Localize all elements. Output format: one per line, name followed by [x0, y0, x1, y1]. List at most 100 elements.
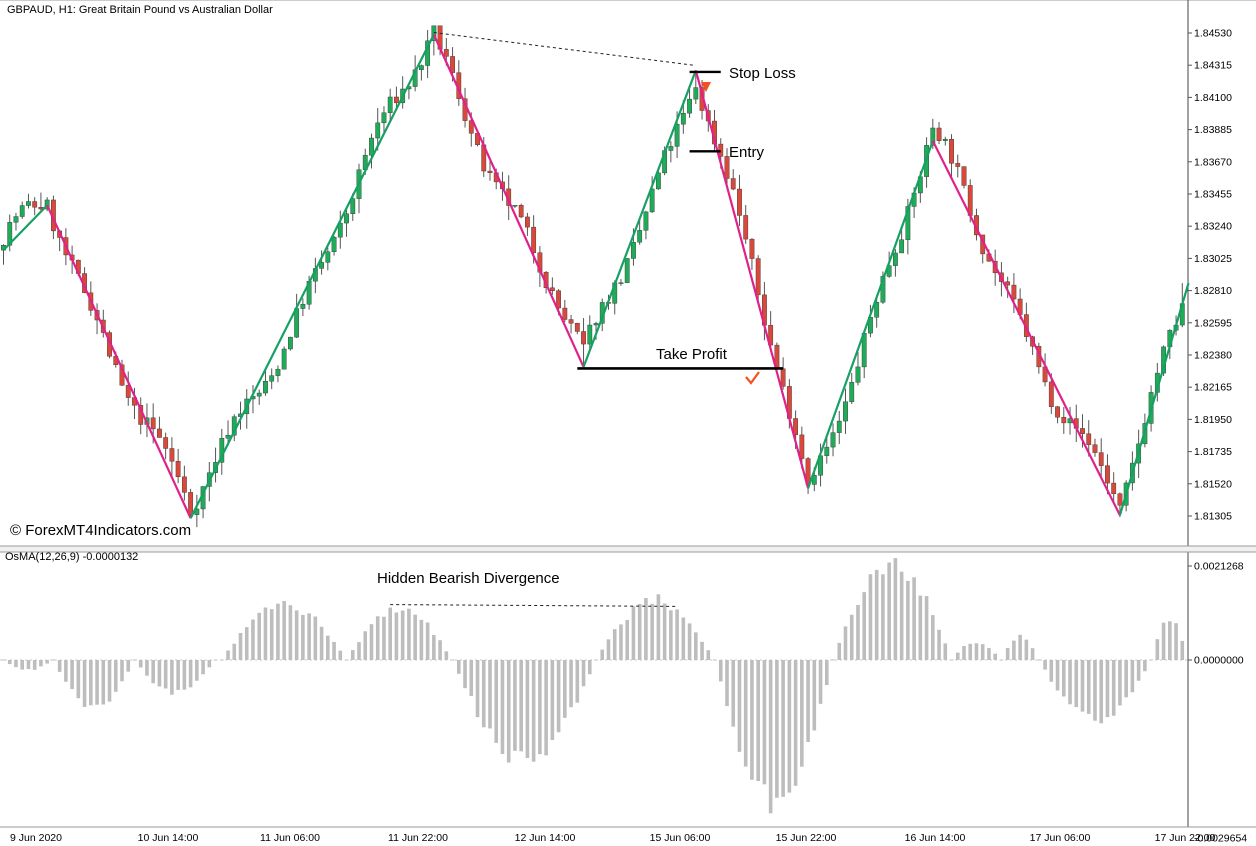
osma-bar [768, 660, 773, 814]
candle [13, 216, 19, 223]
osma-bar [457, 660, 461, 674]
candle [157, 428, 162, 438]
osma-bar [107, 660, 112, 702]
trade-levels[interactable] [577, 70, 784, 385]
osma-bar [637, 603, 642, 660]
candle [188, 492, 194, 515]
price-tick-label: 1.83025 [1194, 253, 1232, 265]
candle [637, 230, 643, 243]
osma-bar [656, 594, 661, 660]
price-tick-label: 1.81520 [1194, 478, 1232, 490]
osma-bar [151, 660, 155, 684]
osma-bar [931, 615, 935, 660]
osma-bar [899, 571, 904, 660]
price-tick-label: 1.82595 [1194, 317, 1232, 329]
osma-bar [313, 616, 318, 660]
osma-bar [1030, 648, 1035, 660]
osma-bar [195, 660, 199, 681]
candle [799, 434, 805, 459]
candle [1086, 433, 1092, 445]
osma-bar [862, 592, 867, 660]
candle [387, 96, 393, 113]
osma-tick-label: 0.0021268 [1194, 561, 1244, 573]
osma-bar [70, 660, 74, 690]
osma-bar [257, 612, 262, 660]
price-tick-label: 1.83885 [1194, 124, 1232, 136]
osma-bar [39, 660, 43, 667]
osma-bar [1012, 640, 1016, 660]
osma-bar [26, 660, 31, 670]
candle [125, 385, 131, 398]
candle [269, 375, 275, 382]
candle [687, 98, 692, 114]
candle [830, 432, 836, 448]
candle [949, 138, 954, 164]
osma-bar [425, 622, 430, 660]
osma-bar [113, 660, 118, 692]
osma-bar [444, 651, 449, 660]
osma-bar [756, 660, 760, 782]
osma-bar [89, 660, 93, 706]
osma-bar [57, 660, 62, 672]
candle [1061, 417, 1067, 424]
osma-bar [1061, 660, 1066, 697]
candle [674, 124, 680, 147]
candle [737, 188, 742, 216]
candle [331, 236, 337, 252]
candle [418, 65, 424, 70]
price-tick-label: 1.81950 [1194, 414, 1232, 426]
candle [1080, 428, 1085, 434]
osma-bar [432, 634, 436, 660]
osma-bar [481, 660, 486, 728]
osma-bar [569, 660, 573, 708]
stop-loss-label: Stop Loss [729, 65, 796, 82]
osma-bar [1111, 660, 1116, 716]
osma-bar [675, 609, 679, 660]
osma-histogram[interactable] [0, 558, 1188, 814]
price-axis: 1.84530 1.84315 1.84100 1.83885 1.83670 1.834… [1188, 28, 1247, 845]
osma-bar [1074, 660, 1079, 708]
osma-bar [226, 650, 230, 660]
osma-bar [893, 558, 898, 660]
osma-bar [276, 603, 280, 660]
price-tick-label: 1.84315 [1194, 60, 1232, 72]
osma-bar [494, 660, 499, 743]
osma-bar [488, 660, 492, 729]
osma-bar [513, 660, 517, 751]
price-tick-label: 1.83455 [1194, 188, 1232, 200]
price-tick-label: 1.82810 [1194, 285, 1232, 297]
osma-bar [282, 600, 286, 660]
osma-bar [669, 610, 673, 660]
osma-bar [962, 646, 966, 660]
osma-bar [469, 660, 474, 696]
candle [300, 304, 306, 309]
osma-bar [269, 609, 274, 660]
candle [730, 178, 736, 190]
candle [793, 418, 798, 436]
osma-bar [1136, 660, 1141, 681]
osma-bar [326, 635, 330, 660]
entry-label: Entry [729, 144, 765, 161]
candle [375, 122, 381, 139]
osma-bar [82, 660, 87, 707]
candle [874, 302, 880, 318]
osma-indicator-label: OsMA(12,26,9) -0.0000132 [5, 551, 139, 563]
osma-bar [743, 660, 748, 767]
osma-bar [843, 626, 848, 660]
osma-bar [544, 660, 548, 756]
candles[interactable] [1, 25, 1185, 515]
osma-bar [856, 604, 860, 660]
osma-bar [650, 603, 654, 660]
osma-bar [64, 660, 68, 682]
symbol-header: GBPAUD, H1: Great Britain Pound vs Austr… [7, 4, 273, 16]
candle [624, 258, 630, 283]
osma-bar [500, 660, 505, 755]
candle [163, 437, 169, 449]
osma-bar [350, 650, 355, 660]
panel-separator[interactable] [0, 545, 1256, 553]
osma-bar [943, 643, 948, 660]
candle [32, 201, 38, 208]
osma-bar [251, 619, 255, 660]
osma-bar [332, 641, 336, 660]
